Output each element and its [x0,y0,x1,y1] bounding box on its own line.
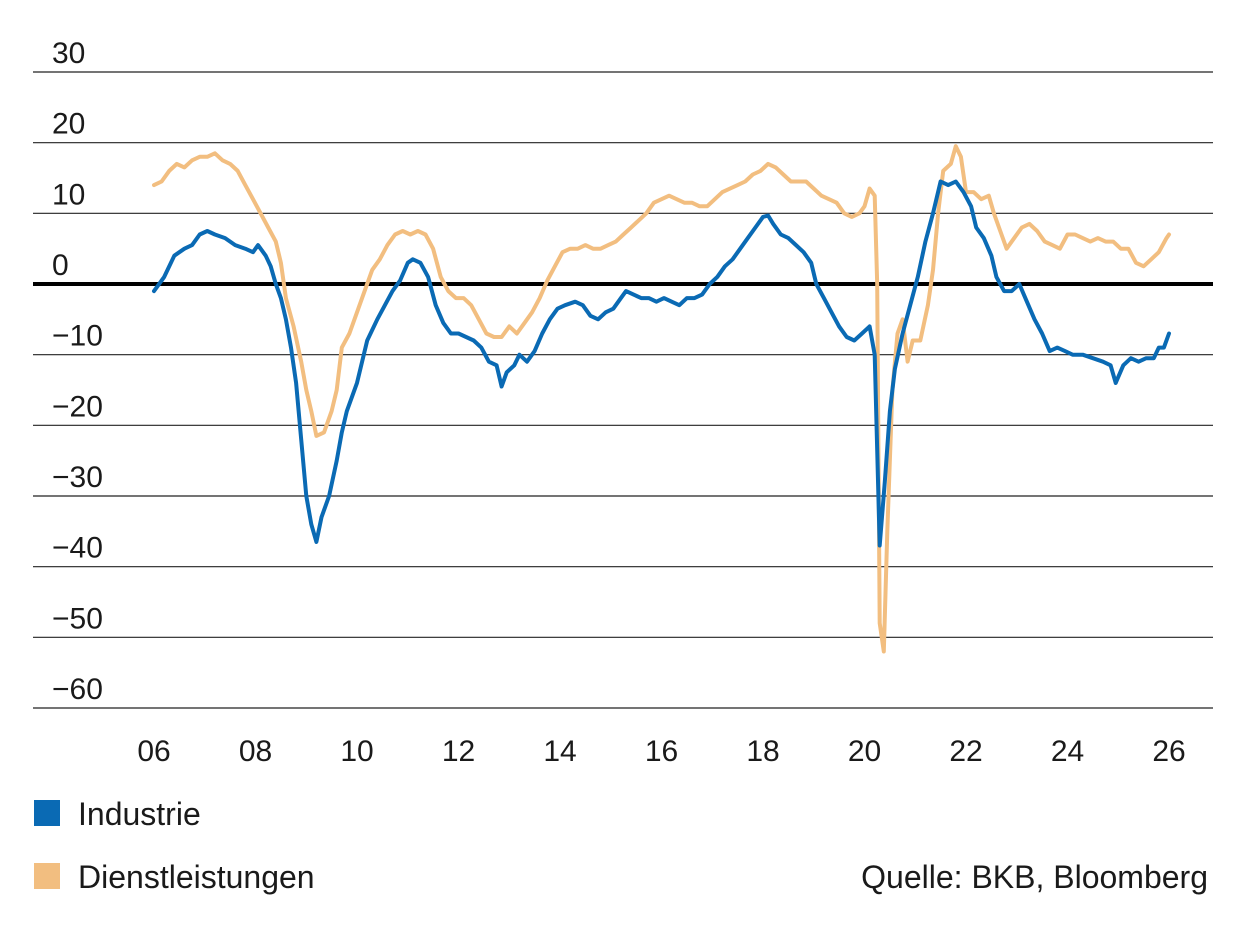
source-note: Quelle: BKB, Bloomberg [861,859,1208,895]
x-tick-label: 20 [848,735,881,768]
legend: Industrie Dienstleistungen [34,796,315,895]
x-tick-label: 22 [949,735,982,768]
y-tick-label: −40 [52,532,103,565]
series-line-industrie [152,179,1171,548]
series-lines [152,144,1171,654]
legend-label-industrie: Industrie [78,796,201,832]
x-tick-label: 24 [1051,735,1084,768]
x-tick-label: 18 [746,735,779,768]
x-tick-label: 26 [1152,735,1185,768]
legend-swatch-dienstleistungen [34,863,60,889]
y-tick-label: −50 [52,602,103,635]
x-tick-label: 06 [137,735,170,768]
y-tick-label: 20 [52,108,85,141]
x-tick-label: 12 [442,735,475,768]
gridlines [33,71,1213,709]
y-tick-label: −30 [52,461,103,494]
series-line-dienstleistungen [152,144,1171,654]
y-tick-label: −60 [52,673,103,706]
x-tick-label: 16 [645,735,678,768]
x-tick-label: 14 [543,735,576,768]
x-tick-label: 10 [340,735,373,768]
y-tick-label: 10 [52,178,85,211]
legend-swatch-industrie [34,800,60,826]
legend-label-dienstleistungen: Dienstleistungen [78,859,315,895]
y-tick-label: 0 [52,249,69,282]
y-tick-label: −20 [52,390,103,423]
y-axis-tick-labels: 30 20 10 0 −10 −20 −30 −40 −50 −60 [52,37,103,706]
y-tick-label: 30 [52,37,85,70]
x-tick-label: 08 [239,735,272,768]
x-axis-tick-labels: 06 08 10 12 14 16 18 20 22 24 26 [137,735,1185,768]
y-tick-label: −10 [52,320,103,353]
